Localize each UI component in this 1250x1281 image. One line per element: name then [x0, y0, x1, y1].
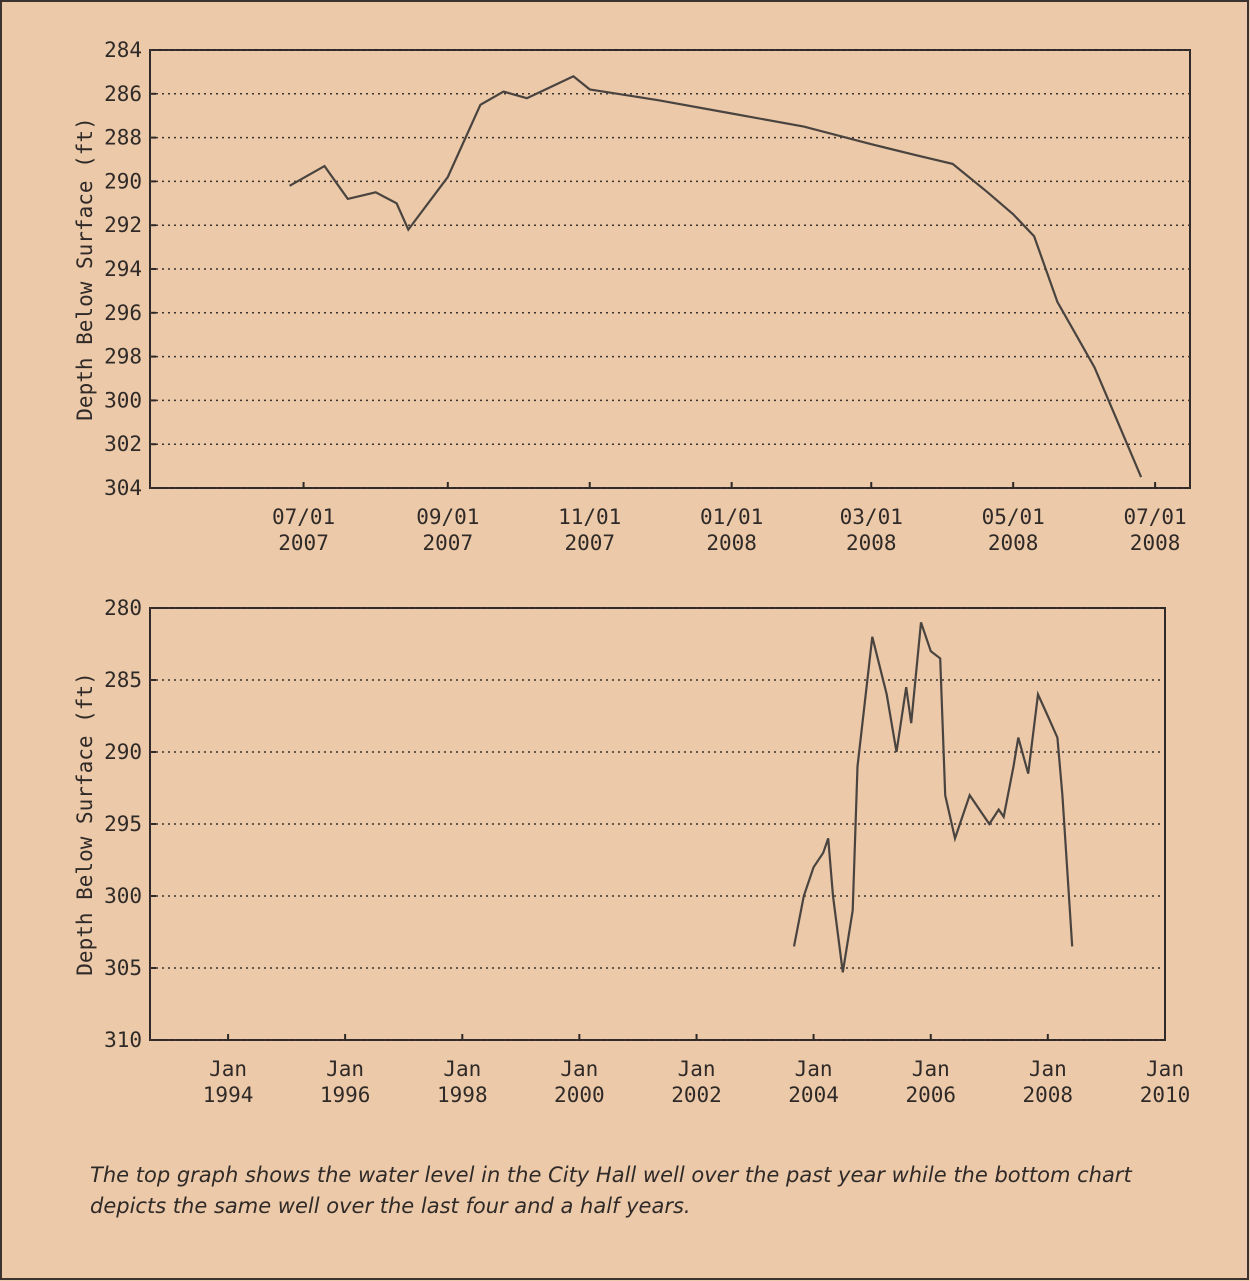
y-tick-label: 310	[104, 1028, 142, 1052]
y-tick-label: 305	[104, 956, 142, 980]
y-tick-label: 300	[104, 388, 142, 412]
y-tick-label: 280	[104, 596, 142, 620]
y-tick-label: 300	[104, 884, 142, 908]
y-axis-label: Depth Below Surface (ft)	[73, 672, 97, 975]
y-tick-label: 304	[104, 476, 142, 500]
y-tick-label: 294	[104, 257, 142, 281]
y-tick-label: 295	[104, 812, 142, 836]
plot-frame	[150, 608, 1165, 1040]
y-tick-label: 284	[104, 38, 142, 62]
y-tick-label: 302	[104, 432, 142, 456]
y-tick-label: 296	[104, 301, 142, 325]
data-line	[290, 76, 1142, 477]
y-tick-label: 290	[104, 740, 142, 764]
charts: 284 286 288 290 292 294 296 298 300 302 304 07/0120…	[0, 0, 1250, 1281]
data-line	[794, 622, 1072, 972]
y-tick-label: 292	[104, 213, 142, 237]
y-tick-label: 286	[104, 82, 142, 106]
caption: The top graph shows the water level in t…	[90, 1160, 1200, 1222]
y-tick-label: 298	[104, 345, 142, 369]
page: 284 286 288 290 292 294 296 298 300 302 304 07/0120…	[0, 0, 1250, 1281]
y-axis-label: Depth Below Surface (ft)	[73, 117, 97, 420]
y-tick-label: 285	[104, 668, 142, 692]
y-tick-label: 290	[104, 169, 142, 193]
y-tick-label: 288	[104, 126, 142, 150]
